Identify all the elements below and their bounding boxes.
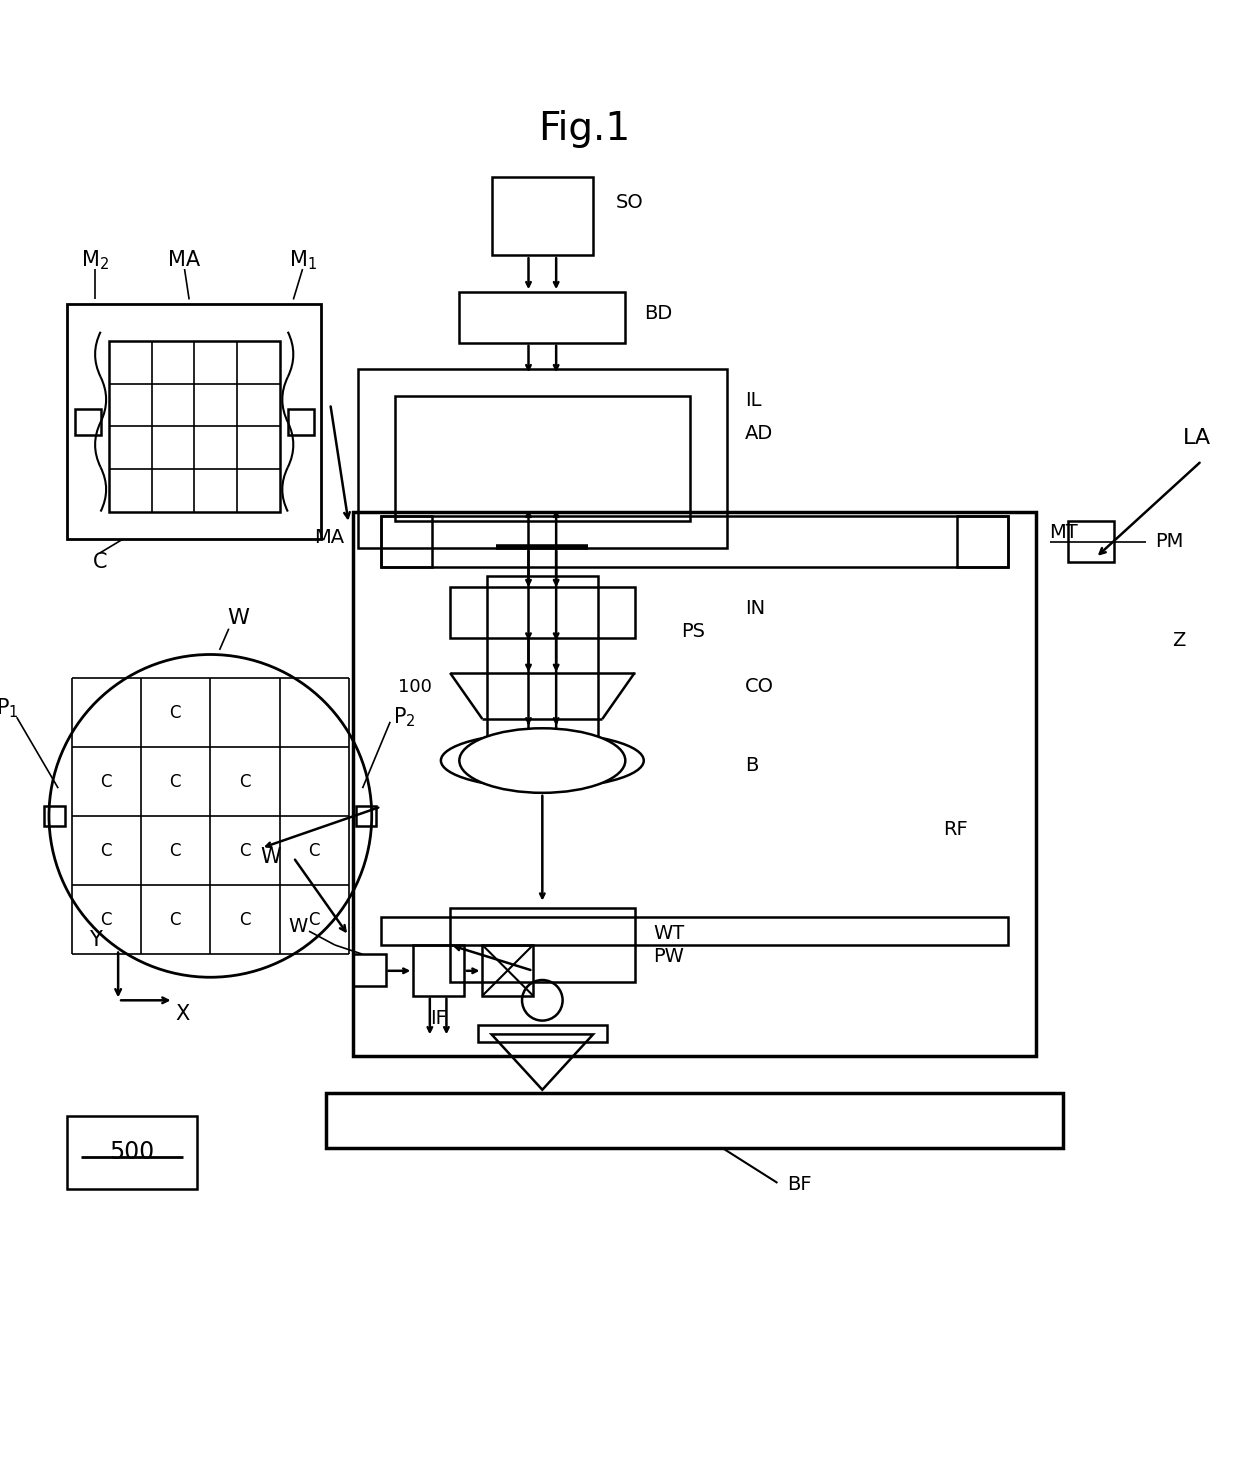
Bar	[381, 917, 1008, 945]
Bar	[1068, 521, 1114, 562]
Text: P$_1$: P$_1$	[0, 696, 19, 720]
Bar	[109, 341, 279, 512]
Text: PW: PW	[653, 947, 684, 966]
Text: MT: MT	[1049, 524, 1079, 543]
Text: BF: BF	[786, 1175, 811, 1194]
Text: PS: PS	[681, 622, 704, 641]
Text: C: C	[170, 772, 181, 791]
Text: WT: WT	[653, 925, 684, 944]
Text: MA: MA	[169, 250, 201, 269]
Bar	[67, 1116, 196, 1189]
Text: AD: AD	[745, 424, 774, 443]
Text: B: B	[745, 756, 759, 775]
Text: RF: RF	[944, 821, 968, 840]
Text: C: C	[239, 841, 250, 860]
Text: MA: MA	[314, 528, 343, 547]
Text: 100: 100	[398, 677, 432, 696]
Text: SO: SO	[616, 193, 644, 212]
Text: LA: LA	[1183, 427, 1211, 448]
Bar	[450, 587, 635, 638]
Text: C: C	[308, 841, 320, 860]
Bar	[491, 177, 593, 255]
Text: C: C	[93, 553, 107, 572]
Text: C: C	[239, 911, 250, 929]
Text: C: C	[170, 911, 181, 929]
Text: C: C	[170, 704, 181, 721]
Bar	[477, 1026, 606, 1042]
Bar	[381, 516, 432, 566]
Bar	[413, 945, 464, 996]
Bar	[353, 512, 1035, 1056]
Bar	[459, 293, 625, 342]
Bar	[394, 396, 689, 521]
Text: CO: CO	[745, 677, 774, 696]
Text: Z: Z	[1172, 631, 1185, 650]
Bar	[450, 909, 635, 982]
Bar	[67, 304, 321, 540]
Text: W: W	[288, 917, 308, 936]
Text: Y: Y	[88, 930, 102, 951]
Bar	[326, 1093, 1064, 1148]
Bar	[358, 369, 727, 549]
Text: C: C	[308, 911, 320, 929]
Bar	[487, 576, 598, 761]
Bar	[74, 410, 100, 435]
Text: Fig.1: Fig.1	[538, 110, 630, 148]
Bar	[482, 945, 533, 996]
Text: M$_1$: M$_1$	[289, 249, 316, 272]
Text: PM: PM	[1156, 533, 1184, 552]
Bar	[45, 806, 64, 827]
Text: 500: 500	[109, 1141, 155, 1165]
Text: IN: IN	[745, 598, 765, 617]
Bar	[957, 516, 1008, 566]
Text: C: C	[239, 772, 250, 791]
Ellipse shape	[459, 729, 625, 793]
Bar	[353, 954, 386, 986]
Text: IL: IL	[745, 392, 761, 411]
Text: W: W	[260, 847, 280, 868]
Text: BD: BD	[644, 304, 672, 323]
Text: C: C	[100, 911, 112, 929]
Text: C: C	[100, 772, 112, 791]
Text: M$_2$: M$_2$	[81, 249, 109, 272]
Bar	[381, 516, 1008, 566]
Text: W: W	[227, 607, 249, 628]
Text: IF: IF	[430, 1009, 446, 1028]
Bar	[356, 806, 376, 827]
Bar	[288, 410, 314, 435]
Text: C: C	[170, 841, 181, 860]
Text: P$_2$: P$_2$	[393, 705, 415, 729]
Text: C: C	[100, 841, 112, 860]
Text: X: X	[176, 1004, 190, 1024]
